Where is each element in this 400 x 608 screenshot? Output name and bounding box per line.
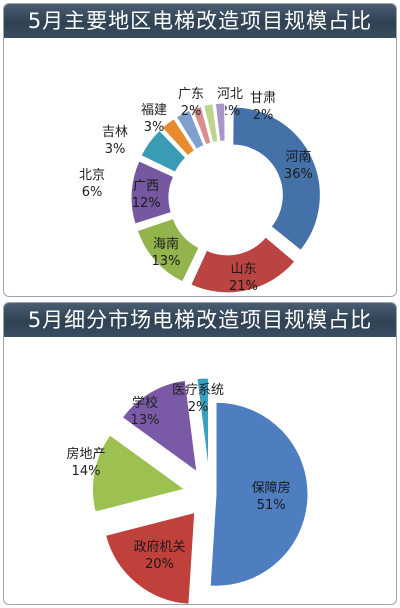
label-政府机关-percent: 20%	[145, 557, 174, 572]
label-学校-name: 学校	[132, 395, 158, 411]
label-房地产-name: 房地产	[66, 446, 105, 462]
slice-河南	[232, 106, 321, 252]
label-海南-percent: 13%	[152, 254, 181, 269]
label-山东-name: 山东	[230, 262, 256, 277]
label-学校-percent: 13%	[131, 413, 160, 428]
slice-海南	[136, 217, 200, 283]
slice-吉林	[161, 117, 196, 157]
segment-chart-panel: 5月细分市场电梯改造项目规模占比 保障房 51% 政府机关 20% 房地产 14% 学校 13…	[3, 302, 397, 605]
label-保障房: 保障房 51%	[252, 480, 291, 513]
label-海南: 海南 13%	[152, 236, 181, 269]
slice-广东	[191, 105, 212, 146]
label-河南: 河南 36%	[284, 149, 313, 182]
regional-chart-body: 河南 36% 山东 21% 海南 13% 广西 12% 北京 6% 吉林 3% 福建 3% 广东 2% 河北 2%…	[4, 38, 396, 296]
slice-河北	[203, 103, 219, 144]
label-广东-percent: 2%	[181, 104, 202, 119]
label-广西: 广西 12%	[132, 179, 161, 211]
regional-chart-title: 5月主要地区电梯改造项目规模占比	[4, 4, 396, 38]
slice-政府机关	[104, 511, 196, 604]
label-河南-name: 河南	[285, 149, 311, 165]
slice-医疗系统	[196, 377, 209, 471]
label-学校: 学校 13%	[131, 395, 160, 428]
regional-chart-panel: 5月主要地区电梯改造项目规模占比 河南 36% 山东 21% 海南 13% 广西 12% 北京 6…	[3, 3, 397, 297]
slice-北京	[140, 129, 187, 173]
label-医疗系统: 医疗系统 2%	[172, 383, 224, 415]
slice-房地产	[91, 434, 186, 513]
label-福建-percent: 3%	[144, 120, 165, 135]
label-医疗系统-name: 医疗系统	[172, 383, 224, 398]
label-吉林: 吉林 3%	[102, 125, 128, 157]
label-保障房-name: 保障房	[252, 480, 291, 496]
label-广西-percent: 12%	[132, 196, 161, 211]
slice-学校	[121, 379, 198, 473]
label-河北-name: 河北	[217, 87, 243, 102]
label-甘肃: 甘肃 2%	[250, 91, 276, 123]
label-河南-percent: 36%	[284, 167, 313, 182]
label-福建-name: 福建	[141, 103, 167, 118]
slice-山东	[190, 236, 296, 294]
segment-chart-title: 5月细分市场电梯改造项目规模占比	[4, 303, 396, 337]
label-北京: 北京 6%	[79, 168, 105, 200]
slice-保障房	[209, 401, 309, 587]
label-北京-percent: 6%	[82, 185, 103, 200]
slice-福建	[175, 109, 205, 150]
label-甘肃-name: 甘肃	[250, 91, 276, 106]
label-北京-name: 北京	[79, 168, 105, 183]
label-医疗系统-percent: 2%	[188, 400, 209, 415]
segment-chart-body: 保障房 51% 政府机关 20% 房地产 14% 学校 13% 医疗系统 2%	[4, 337, 396, 604]
label-保障房-percent: 51%	[257, 498, 286, 513]
label-政府机关-name: 政府机关	[134, 540, 186, 555]
label-山东: 山东 21%	[229, 262, 258, 294]
label-广东-name: 广东	[178, 87, 204, 102]
slice-甘肃	[214, 102, 226, 142]
slice-广西	[130, 160, 175, 225]
label-海南-name: 海南	[153, 236, 179, 252]
label-福建: 福建 3%	[141, 103, 167, 135]
label-吉林-name: 吉林	[102, 125, 128, 140]
label-广东: 广东 2%	[178, 87, 204, 119]
regional-donut-chart: 河南 36% 山东 21% 海南 13% 广西 12% 北京 6% 吉林 3% 福建 3% 广东 2% 河北 2%…	[79, 87, 321, 294]
label-房地产-percent: 14%	[72, 464, 101, 479]
label-吉林-percent: 3%	[105, 142, 126, 157]
segment-pie-chart: 保障房 51% 政府机关 20% 房地产 14% 学校 13% 医疗系统 2%	[66, 377, 309, 604]
label-甘肃-percent: 2%	[253, 108, 274, 123]
label-房地产: 房地产 14%	[66, 446, 105, 479]
label-政府机关: 政府机关 20%	[134, 540, 186, 572]
label-广西-name: 广西	[133, 179, 159, 194]
label-山东-percent: 21%	[229, 279, 258, 294]
